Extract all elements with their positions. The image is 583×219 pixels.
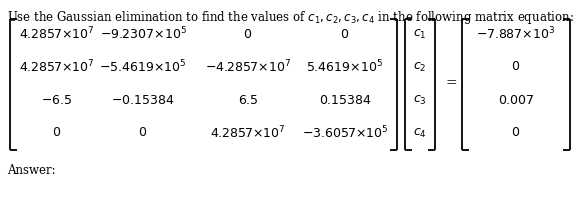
Text: $-0.15384$: $-0.15384$ [111, 94, 175, 106]
Text: $0$: $0$ [511, 127, 521, 140]
Text: $0$: $0$ [138, 127, 147, 140]
Text: $4.2857{\times}10^7$: $4.2857{\times}10^7$ [210, 125, 286, 141]
Text: $0.007$: $0.007$ [498, 94, 535, 106]
Text: $0$: $0$ [511, 60, 521, 74]
Text: $0$: $0$ [244, 28, 252, 41]
Text: $4.2857{\times}10^7$: $4.2857{\times}10^7$ [19, 26, 95, 42]
Text: $-6.5$: $-6.5$ [41, 94, 73, 106]
Text: =: = [445, 76, 457, 90]
Text: $-3.6057{\times}10^5$: $-3.6057{\times}10^5$ [301, 125, 388, 141]
Text: $0$: $0$ [52, 127, 62, 140]
Text: $5.4619{\times}10^5$: $5.4619{\times}10^5$ [307, 59, 384, 75]
Text: $c_4$: $c_4$ [413, 126, 427, 140]
Text: $-9.2307{\times}10^5$: $-9.2307{\times}10^5$ [100, 26, 187, 42]
Text: $-7.887{\times}10^3$: $-7.887{\times}10^3$ [476, 26, 556, 42]
Text: Answer:: Answer: [7, 164, 55, 177]
Text: $6.5$: $6.5$ [238, 94, 258, 106]
Text: $0.15384$: $0.15384$ [318, 94, 371, 106]
Text: Use the Gaussian elimination to find the values of $c_1, c_2, c_3, c_4$ in the f: Use the Gaussian elimination to find the… [7, 9, 574, 26]
Text: $0$: $0$ [340, 28, 350, 41]
Text: $-4.2857{\times}10^7$: $-4.2857{\times}10^7$ [205, 59, 291, 75]
Text: $4.2857{\times}10^7$: $4.2857{\times}10^7$ [19, 59, 95, 75]
Text: $c_2$: $c_2$ [413, 60, 427, 74]
Text: $c_1$: $c_1$ [413, 27, 427, 41]
Text: $c_3$: $c_3$ [413, 94, 427, 107]
Text: $-5.4619{\times}10^5$: $-5.4619{\times}10^5$ [99, 59, 187, 75]
